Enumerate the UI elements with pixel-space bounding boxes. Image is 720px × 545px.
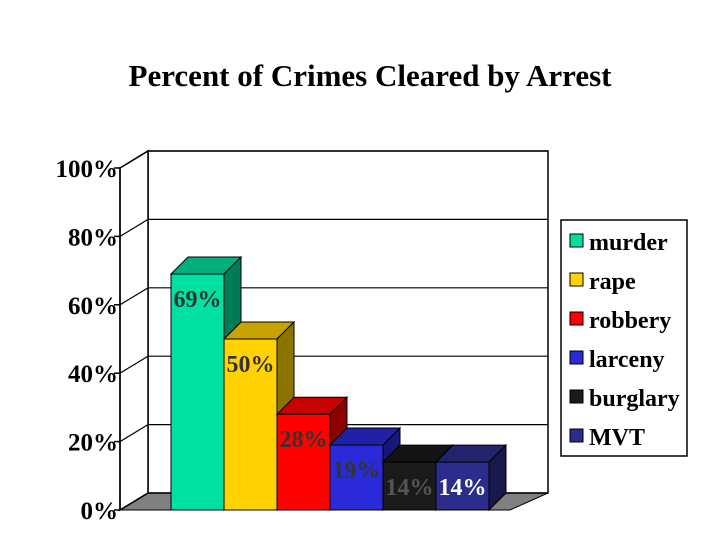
gridline xyxy=(119,424,548,443)
y-tick-label: 40% xyxy=(68,361,118,388)
legend-swatch xyxy=(569,428,584,443)
bar-data-label: 28% xyxy=(280,427,328,453)
y-tick-label: 60% xyxy=(68,293,118,320)
y-tick-label: 100% xyxy=(56,156,119,183)
bar-data-label: 14% xyxy=(439,475,487,501)
legend-label: murder xyxy=(589,230,668,256)
legend-swatch xyxy=(569,272,584,287)
y-tick-label: 20% xyxy=(68,430,118,457)
gridline xyxy=(119,287,548,306)
legend-label: larceny xyxy=(589,347,665,373)
legend-label: robbery xyxy=(589,308,671,334)
legend-swatch xyxy=(569,233,584,248)
legend-swatch xyxy=(569,389,584,404)
legend-item-rape: rape xyxy=(569,269,636,295)
legend-box xyxy=(560,219,688,457)
plot-side-wall xyxy=(119,149,149,512)
bar-front xyxy=(435,461,490,511)
legend-swatch xyxy=(569,311,584,326)
bar-data-label: 50% xyxy=(227,352,275,378)
legend-swatch xyxy=(569,350,584,365)
bar-mvt: 14% xyxy=(434,443,508,512)
gridline xyxy=(119,218,548,237)
bar-front xyxy=(223,338,278,511)
y-tick-label: 80% xyxy=(68,224,118,251)
legend-label: burglary xyxy=(589,386,680,412)
legend: murder rape robbery larceny burglary MVT xyxy=(560,219,688,457)
legend-item-robbery: robbery xyxy=(569,308,671,334)
legend-item-larceny: larceny xyxy=(569,347,665,373)
bar-front xyxy=(276,413,331,511)
bar-data-label: 14% xyxy=(386,475,434,501)
bar-front xyxy=(329,444,384,511)
bar-data-label: 19% xyxy=(333,458,381,484)
bar-larceny: 19% xyxy=(328,426,402,512)
legend-item-murder: murder xyxy=(569,230,668,256)
bar-front xyxy=(382,461,437,511)
y-tick-label: 0% xyxy=(81,498,119,525)
legend-item-mvt: MVT xyxy=(569,425,645,451)
chart-title: Percent of Crimes Cleared by Arrest xyxy=(129,58,613,93)
gridline xyxy=(119,355,548,374)
legend-label: rape xyxy=(589,269,636,295)
gridline xyxy=(119,150,548,169)
legend-label: MVT xyxy=(589,425,645,451)
legend-item-burglary: burglary xyxy=(569,386,680,412)
plot-area: 0%20%40%60%80%100%69%50%28%19%14% 14% xyxy=(56,149,549,525)
bar-data-label: 69% xyxy=(174,287,222,313)
